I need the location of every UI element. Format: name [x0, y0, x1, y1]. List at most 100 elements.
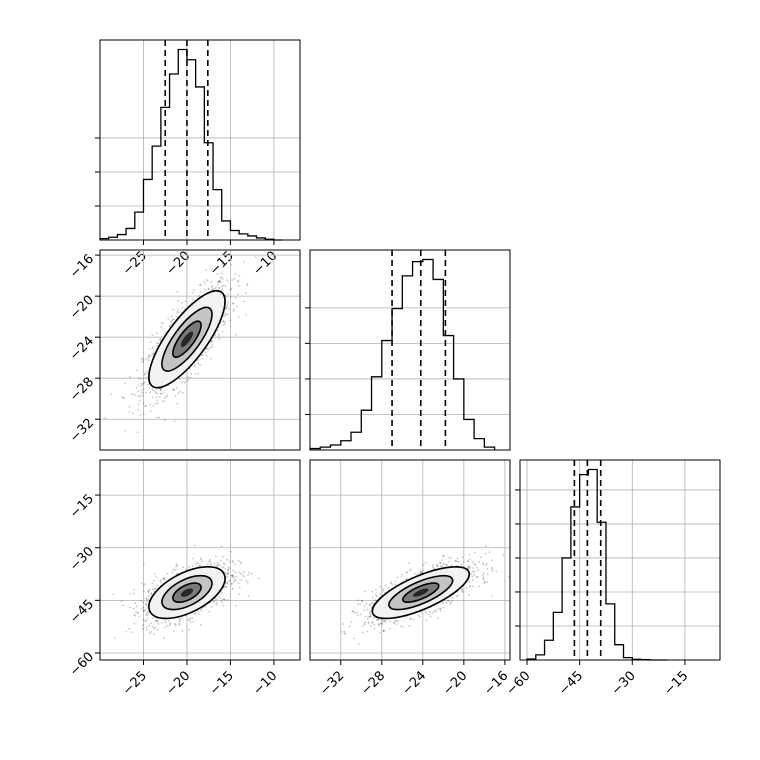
scatter-point [154, 390, 157, 393]
scatter-point [394, 583, 397, 586]
scatter-point [482, 574, 484, 577]
x-tick-label: −25 [120, 249, 150, 279]
scatter-point [455, 559, 457, 562]
scatter-point [222, 324, 225, 326]
scatter-point [159, 387, 162, 390]
scatter-point [450, 564, 453, 567]
scatter-point [474, 563, 476, 566]
scatter-point [440, 607, 442, 610]
scatter-point [151, 625, 154, 628]
scatter-point [410, 568, 412, 571]
scatter-point [227, 569, 230, 571]
scatter-point [436, 563, 438, 566]
scatter-point [171, 319, 174, 322]
scatter-point [162, 578, 165, 581]
scatter-point [419, 570, 422, 573]
scatter-point [243, 575, 245, 578]
scatter-point [218, 279, 221, 282]
scatter-point [373, 627, 376, 630]
scatter-point [422, 569, 424, 572]
scatter-point [210, 341, 213, 343]
scatter-point [136, 611, 139, 614]
scatter-point [483, 579, 486, 581]
scatter-point [234, 296, 237, 299]
scatter-point [233, 277, 236, 280]
scatter-point [369, 615, 371, 618]
scatter-point [155, 396, 158, 399]
scatter-point [143, 381, 146, 384]
scatter-point [224, 568, 227, 571]
scatter-point [156, 416, 159, 419]
scatter-point [147, 589, 150, 592]
scatter-point [166, 624, 169, 627]
scatter-point [220, 272, 223, 275]
scatter-point [384, 584, 387, 587]
density-contour [180, 588, 194, 597]
scatter-point [154, 619, 157, 622]
scatter-point [175, 316, 178, 318]
scatter-point [191, 298, 194, 301]
scatter-point [154, 402, 157, 405]
scatter-point [225, 313, 228, 316]
scatter-point [372, 617, 375, 619]
scatter-point [457, 560, 460, 563]
scatter-point [152, 352, 155, 355]
scatter-point [232, 302, 235, 305]
scatter-point [226, 306, 228, 309]
scatter-point [144, 391, 147, 394]
scatter-point [224, 320, 226, 323]
scatter-point [351, 610, 354, 613]
scatter-point [371, 601, 373, 604]
scatter-point [201, 354, 204, 357]
scatter-point [223, 323, 226, 325]
scatter-point [159, 392, 162, 395]
scatter-point [147, 356, 150, 358]
scatter-point [192, 557, 195, 560]
scatter-point [388, 627, 391, 630]
y-tick-label: −24 [67, 334, 97, 364]
scatter-point [161, 621, 164, 624]
scatter-point [162, 577, 165, 580]
scatter-point [213, 287, 216, 290]
scatter-point [159, 579, 162, 582]
scatter-point [226, 581, 229, 584]
scatter-point [439, 565, 442, 568]
scatter-point [227, 569, 230, 571]
scatter-point [209, 346, 212, 349]
scatter-point [218, 280, 221, 282]
scatter-point [340, 631, 343, 633]
scatter-point [445, 601, 448, 604]
scatter-point [151, 617, 154, 619]
scatter-point [461, 588, 464, 591]
scatter-point [445, 563, 448, 566]
scatter-point [146, 614, 148, 617]
scatter-point [144, 619, 146, 622]
scatter-point [447, 599, 450, 602]
scatter-point [380, 622, 383, 625]
scatter-point [140, 389, 143, 392]
scatter-point [344, 632, 346, 635]
scatter-point [218, 338, 221, 340]
scatter-point [257, 577, 260, 580]
scatter-point [468, 581, 471, 584]
scatter-point [486, 573, 489, 575]
scatter-point [384, 619, 386, 622]
scatter-point [210, 281, 213, 283]
scatter-point [242, 574, 244, 576]
scatter-point [439, 561, 441, 564]
scatter-point [137, 612, 140, 615]
scatter-point [220, 591, 223, 594]
scatter-point [472, 585, 474, 588]
scatter-point [176, 565, 179, 567]
scatter-point [160, 326, 163, 328]
scatter-point [245, 292, 247, 295]
scatter-point [248, 571, 251, 574]
scatter-point [371, 621, 374, 624]
scatter-point [467, 560, 469, 563]
scatter-point [482, 563, 485, 566]
scatter-point [380, 622, 382, 624]
scatter-point [148, 354, 150, 356]
scatter-point [226, 304, 229, 306]
scatter-point [142, 413, 145, 416]
